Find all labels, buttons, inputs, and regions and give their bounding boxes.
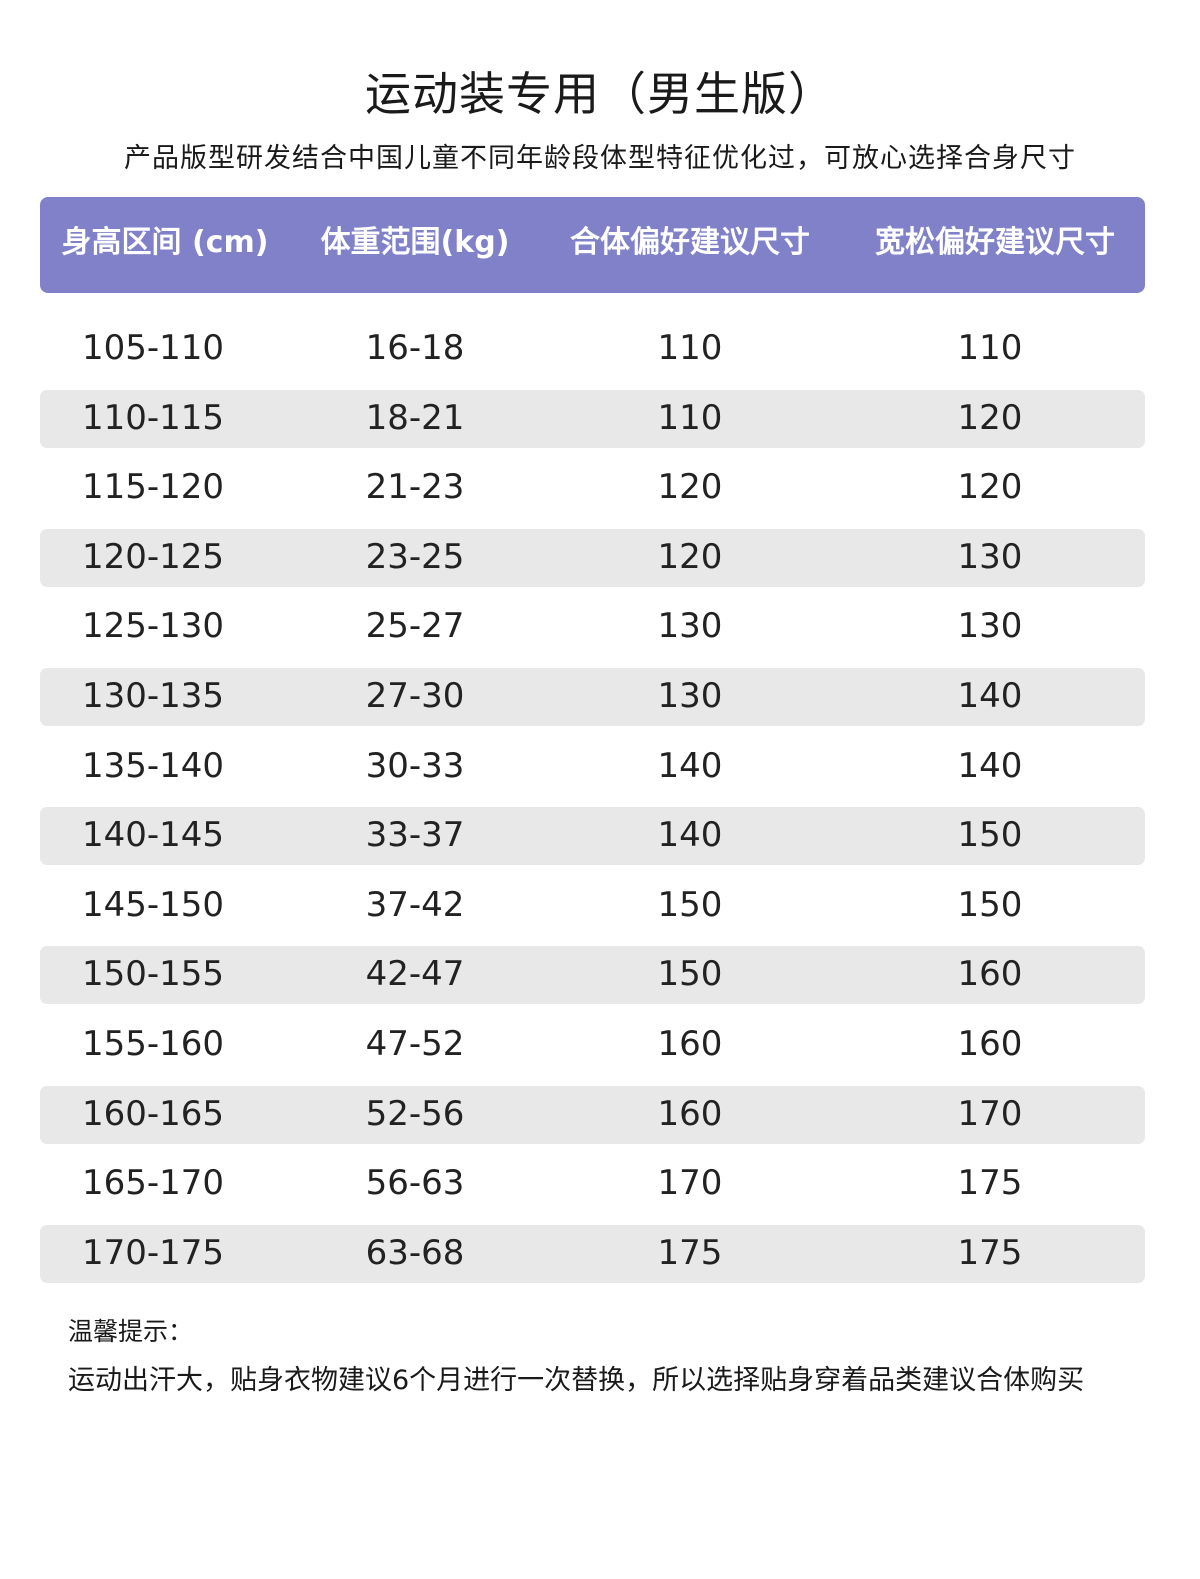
- fit-size-cell: 110: [657, 328, 723, 368]
- page-subtitle: 产品版型研发结合中国儿童不同年龄段体型特征优化过，可放心选择合身尺寸: [124, 143, 1076, 174]
- loose-size-cell: 160: [957, 954, 1023, 995]
- loose-size-cell: 140: [957, 745, 1023, 786]
- weight-range-cell: 30-33: [365, 745, 465, 786]
- table-row: 115-120 21-23 120 120: [40, 453, 1145, 523]
- header-loose-size: 宽松偏好建议尺寸: [875, 225, 1115, 260]
- height-range-cell: 115-120: [81, 467, 225, 508]
- loose-size-cell: 175: [957, 1163, 1023, 1204]
- fit-size-cell: 140: [657, 815, 723, 856]
- fit-size-cell: 160: [657, 1023, 723, 1064]
- loose-size-cell: 140: [957, 675, 1023, 716]
- loose-size-cell: 130: [957, 606, 1023, 647]
- weight-range-cell: 47-52: [365, 1023, 465, 1064]
- fit-size-cell: 120: [657, 467, 723, 508]
- height-range-cell: 160-165: [81, 1093, 225, 1134]
- height-range-cell: 105-110: [81, 328, 225, 368]
- table-row: 165-170 56-63 170 175: [40, 1149, 1145, 1219]
- fit-size-cell: 130: [657, 606, 723, 647]
- table-row: 160-165 52-56 160 170: [40, 1080, 1145, 1150]
- fit-size-cell: 170: [657, 1163, 723, 1204]
- weight-range-cell: 23-25: [365, 536, 465, 577]
- size-table-body: 105-110 16-18 110 110 110-115 18-21 110 120 115-…: [40, 314, 1145, 1288]
- fit-size-cell: 110: [657, 397, 723, 438]
- table-row: 120-125 23-25 120 130: [40, 523, 1145, 593]
- loose-size-cell: 120: [957, 467, 1023, 508]
- tip-text: 运动出汗大，贴身衣物建议6个月进行一次替换，所以选择贴身穿着品类建议合体购买: [68, 1365, 1085, 1396]
- table-row: 135-140 30-33 140 140: [40, 732, 1145, 802]
- loose-size-cell: 130: [957, 536, 1023, 577]
- header-fit-size: 合体偏好建议尺寸: [570, 225, 810, 260]
- height-range-cell: 110-115: [81, 397, 225, 438]
- height-range-cell: 120-125: [81, 536, 225, 577]
- tip-label: 温馨提示：: [68, 1317, 194, 1346]
- page-title: 运动装专用（男生版）: [365, 67, 835, 121]
- table-row: 130-135 27-30 130 140: [40, 662, 1145, 732]
- table-row: 155-160 47-52 160 160: [40, 1010, 1145, 1080]
- loose-size-cell: 110: [957, 328, 1023, 368]
- table-header: 身高区间 (cm) 体重范围(kg) 合体偏好建议尺寸 宽松偏好建议尺寸: [40, 197, 1145, 293]
- table-row: 170-175 63-68 175 175: [40, 1219, 1145, 1289]
- table-row: 125-130 25-27 130 130: [40, 592, 1145, 662]
- fit-size-cell: 150: [657, 954, 723, 995]
- height-range-cell: 145-150: [81, 884, 225, 925]
- fit-size-cell: 130: [657, 675, 723, 716]
- weight-range-cell: 21-23: [365, 467, 465, 508]
- table-row: 110-115 18-21 110 120: [40, 384, 1145, 454]
- weight-range-cell: 56-63: [365, 1163, 465, 1204]
- loose-size-cell: 175: [957, 1232, 1023, 1273]
- height-range-cell: 125-130: [81, 606, 225, 647]
- height-range-cell: 135-140: [81, 745, 225, 786]
- loose-size-cell: 160: [957, 1023, 1023, 1064]
- height-range-cell: 150-155: [81, 954, 225, 995]
- height-range-cell: 155-160: [81, 1023, 225, 1064]
- weight-range-cell: 27-30: [365, 675, 465, 716]
- height-range-cell: 165-170: [81, 1163, 225, 1204]
- height-range-cell: 130-135: [81, 675, 225, 716]
- table-row: 145-150 37-42 150 150: [40, 871, 1145, 941]
- weight-range-cell: 37-42: [365, 884, 465, 925]
- fit-size-cell: 150: [657, 884, 723, 925]
- weight-range-cell: 18-21: [365, 397, 465, 438]
- weight-range-cell: 42-47: [365, 954, 465, 995]
- header-weight: 体重范围(kg): [320, 225, 510, 260]
- loose-size-cell: 150: [957, 815, 1023, 856]
- fit-size-cell: 120: [657, 536, 723, 577]
- height-range-cell: 170-175: [81, 1232, 225, 1273]
- table-row: 140-145 33-37 140 150: [40, 801, 1145, 871]
- height-range-cell: 140-145: [81, 815, 225, 856]
- header-height: 身高区间 (cm): [61, 225, 269, 260]
- weight-range-cell: 63-68: [365, 1232, 465, 1273]
- weight-range-cell: 16-18: [365, 328, 465, 368]
- fit-size-cell: 160: [657, 1093, 723, 1134]
- fit-size-cell: 175: [657, 1232, 723, 1273]
- fit-size-cell: 140: [657, 745, 723, 786]
- table-row: 105-110 16-18 110 110: [40, 314, 1145, 384]
- loose-size-cell: 150: [957, 884, 1023, 925]
- table-row: 150-155 42-47 150 160: [40, 940, 1145, 1010]
- loose-size-cell: 120: [957, 397, 1023, 438]
- weight-range-cell: 25-27: [365, 606, 465, 647]
- weight-range-cell: 52-56: [365, 1093, 465, 1134]
- loose-size-cell: 170: [957, 1093, 1023, 1134]
- weight-range-cell: 33-37: [365, 815, 465, 856]
